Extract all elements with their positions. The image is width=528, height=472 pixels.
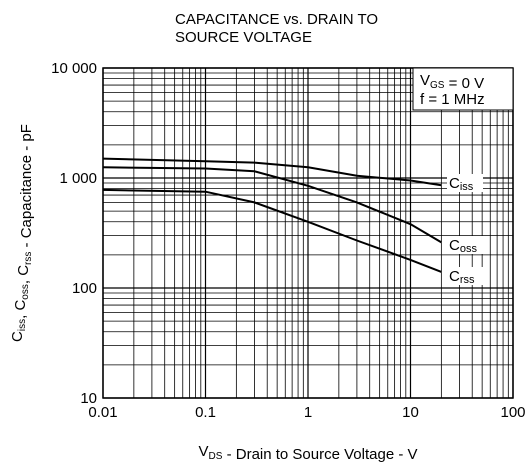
y-tick-label: 10 (80, 390, 97, 407)
series-label-bg (447, 267, 483, 285)
chart-title: SOURCE VOLTAGE (175, 29, 312, 46)
text-part: C (449, 175, 460, 192)
series-line (102, 157, 442, 187)
series-label: Coss (449, 237, 477, 255)
series-label-bg (447, 174, 483, 192)
text-part: = 0 V (444, 75, 484, 92)
series-line (102, 188, 442, 273)
series-label: Crss (449, 268, 475, 286)
text-part: GS (430, 80, 445, 91)
plot-frame (102, 67, 514, 399)
y-axis-label: Ciss, Coss, Crss - Capacitance - pF (9, 124, 35, 342)
text-part: iss (17, 319, 28, 331)
text-part: C (449, 268, 460, 285)
text-part: , C (15, 265, 32, 284)
text-part: , C (12, 300, 29, 319)
series-line (102, 166, 442, 244)
annotation-box (412, 67, 514, 111)
chart-title: CAPACITANCE vs. DRAIN TO (175, 11, 378, 28)
x-tick-label: 100 (500, 404, 525, 421)
x-tick-label: 0.1 (195, 404, 216, 421)
text-part: C (449, 237, 460, 254)
text-part: V (198, 443, 208, 460)
annotation: f = 1 MHz (420, 91, 485, 108)
text-part: oss (460, 243, 478, 255)
x-tick-label: 0.01 (88, 404, 117, 421)
series-label: Ciss (449, 175, 474, 193)
text-part: C (9, 331, 26, 342)
text-part: rss (460, 274, 475, 286)
y-tick-label: 1 000 (59, 170, 97, 187)
text-part: rss (23, 252, 34, 265)
series-label-bg (447, 236, 483, 254)
x-tick-label: 1 (304, 404, 312, 421)
x-axis-label: VDS - Drain to Source Voltage - V (198, 443, 417, 463)
text-part: DS (209, 451, 223, 462)
text-part: f = 1 MHz (420, 91, 485, 108)
annotation: VGS = 0 V (420, 72, 484, 92)
x-tick-label: 10 (402, 404, 419, 421)
y-tick-label: 100 (72, 280, 97, 297)
y-tick-label: 10 000 (51, 60, 97, 77)
text-part: iss (460, 181, 474, 193)
text-part: - Capacitance - pF (18, 124, 35, 252)
text-part: oss (20, 284, 31, 300)
text-part: V (420, 72, 430, 89)
text-part: - Drain to Source Voltage - V (222, 446, 417, 463)
